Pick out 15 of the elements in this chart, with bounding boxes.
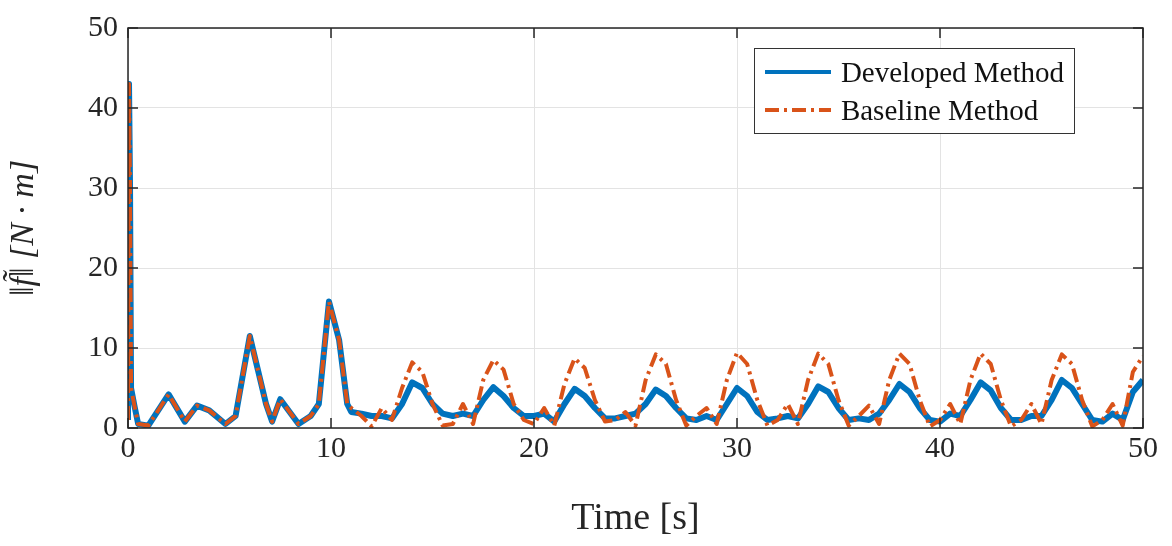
y-tick-label: 10	[88, 328, 118, 362]
x-tick-label: 50	[1128, 429, 1158, 463]
y-tick-label: 40	[88, 88, 118, 122]
x-tick-label: 40	[925, 429, 955, 463]
x-tick-label: 20	[519, 429, 549, 463]
y-axis-title: ‖f̃‖ [N · m]	[2, 159, 41, 297]
legend-label: Baseline Method	[840, 93, 1039, 127]
y-tick-label: 50	[88, 8, 118, 42]
x-tick-label: 30	[722, 429, 752, 463]
x-axis-title: Time [s]	[571, 495, 700, 538]
y-tick-label: 0	[103, 408, 118, 442]
legend-label: Developed Method	[840, 55, 1064, 89]
x-tick-label: 10	[316, 429, 346, 463]
y-tick-label: 30	[88, 168, 118, 202]
y-tick-label: 20	[88, 248, 118, 282]
